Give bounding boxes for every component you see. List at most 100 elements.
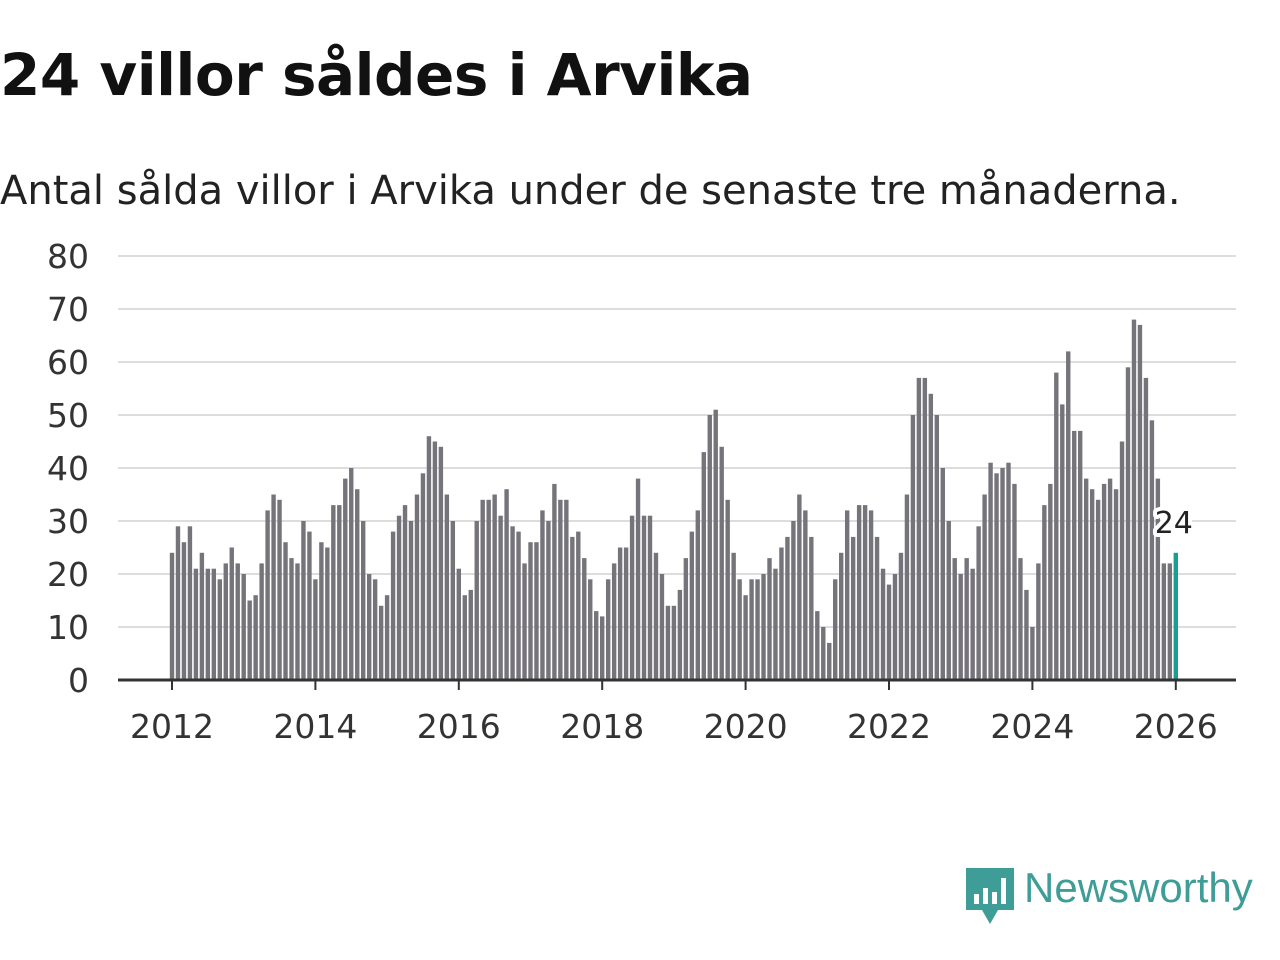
bar bbox=[803, 510, 808, 680]
bar bbox=[833, 579, 838, 680]
bar bbox=[677, 589, 683, 680]
bar bbox=[1161, 563, 1167, 680]
x-tick-label: 2016 bbox=[417, 707, 501, 746]
bar bbox=[791, 521, 796, 680]
bar bbox=[259, 563, 264, 680]
bar bbox=[773, 568, 778, 680]
bar bbox=[1042, 505, 1047, 680]
bar bbox=[749, 579, 754, 680]
bar bbox=[821, 627, 826, 680]
bar bbox=[205, 568, 211, 680]
bar bbox=[719, 446, 724, 680]
bar bbox=[1024, 589, 1029, 680]
bar bbox=[229, 547, 234, 680]
bar bbox=[964, 558, 969, 680]
bar bbox=[623, 547, 629, 680]
bar bbox=[1155, 478, 1161, 680]
y-tick-label: 10 bbox=[47, 608, 89, 647]
bar bbox=[976, 526, 981, 680]
bar bbox=[432, 441, 438, 680]
bar bbox=[779, 547, 784, 680]
y-tick-label: 60 bbox=[47, 343, 89, 382]
bar bbox=[283, 542, 288, 680]
bar bbox=[576, 531, 581, 680]
bar bbox=[952, 558, 957, 680]
bar bbox=[247, 600, 252, 680]
bar bbox=[856, 505, 862, 680]
bar bbox=[169, 552, 175, 680]
bar bbox=[241, 574, 246, 680]
bar bbox=[337, 505, 342, 680]
bar bbox=[211, 568, 217, 680]
bar bbox=[319, 542, 324, 680]
bar bbox=[713, 409, 718, 680]
bar bbox=[516, 531, 521, 680]
bar bbox=[635, 478, 641, 680]
y-tick-label: 40 bbox=[47, 449, 89, 488]
bar bbox=[868, 510, 874, 680]
bar bbox=[426, 436, 432, 680]
bar bbox=[420, 473, 426, 680]
bar bbox=[295, 563, 300, 680]
bar bbox=[474, 521, 479, 680]
bar bbox=[755, 579, 760, 680]
bar bbox=[940, 468, 945, 680]
bar bbox=[1089, 489, 1095, 680]
chart-title: 24 villor såldes i Arvika bbox=[0, 41, 753, 109]
bar bbox=[605, 579, 611, 680]
bar bbox=[390, 531, 396, 680]
bar bbox=[271, 494, 276, 680]
bar bbox=[396, 515, 402, 680]
bar bbox=[1137, 324, 1143, 680]
bar bbox=[325, 547, 330, 680]
y-tick-label: 0 bbox=[68, 661, 89, 700]
bar bbox=[1149, 420, 1155, 680]
bar bbox=[934, 415, 939, 680]
bar bbox=[850, 536, 856, 680]
bar bbox=[1107, 478, 1113, 680]
bar bbox=[193, 568, 199, 680]
bar bbox=[785, 536, 790, 680]
bar bbox=[695, 510, 700, 680]
x-tick-label: 2024 bbox=[990, 707, 1074, 746]
y-tick-label: 30 bbox=[47, 502, 89, 541]
x-tick-label: 2020 bbox=[704, 707, 788, 746]
bar bbox=[480, 499, 485, 680]
bar bbox=[564, 499, 569, 680]
bar bbox=[492, 494, 497, 680]
x-tick-label: 2018 bbox=[560, 707, 644, 746]
bar bbox=[1083, 478, 1089, 680]
bar bbox=[629, 515, 635, 680]
bar bbox=[809, 536, 814, 680]
bar bbox=[844, 510, 850, 680]
bar bbox=[1131, 319, 1137, 680]
bar bbox=[366, 574, 372, 680]
y-tick-label: 80 bbox=[47, 237, 89, 276]
bar bbox=[408, 521, 414, 680]
bar bbox=[313, 579, 318, 680]
bar bbox=[265, 510, 270, 680]
bar bbox=[546, 521, 551, 680]
bar bbox=[827, 642, 832, 680]
bar bbox=[378, 605, 384, 680]
bar bbox=[898, 552, 904, 680]
newsworthy-logo-text: Newsworthy bbox=[1024, 864, 1253, 911]
bar bbox=[1101, 483, 1107, 680]
bar bbox=[552, 483, 557, 680]
bar bbox=[617, 547, 623, 680]
bar bbox=[450, 521, 456, 680]
bar bbox=[1060, 404, 1065, 680]
x-tick-label: 2022 bbox=[847, 707, 931, 746]
bar bbox=[582, 558, 587, 680]
bar bbox=[372, 579, 378, 680]
y-tick-label: 70 bbox=[47, 290, 89, 329]
bar bbox=[815, 611, 820, 680]
bar bbox=[414, 494, 420, 680]
bar bbox=[540, 510, 545, 680]
y-tick-label: 50 bbox=[47, 396, 89, 435]
bar bbox=[683, 558, 689, 680]
bar bbox=[647, 515, 653, 680]
bar bbox=[1006, 462, 1011, 680]
bar bbox=[892, 574, 898, 680]
bar bbox=[307, 531, 312, 680]
